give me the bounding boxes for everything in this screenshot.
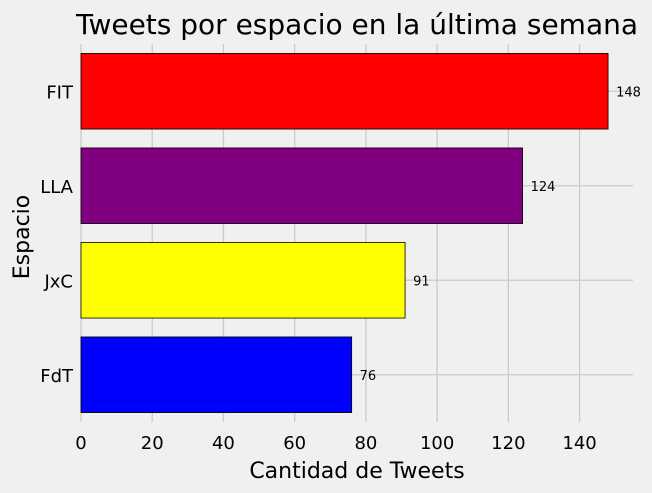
- data-label-fit: 148: [616, 85, 641, 100]
- x-tick-label: 40: [212, 433, 235, 454]
- bars: [80, 53, 609, 413]
- x-tick-label: 120: [491, 433, 525, 454]
- bar-fdt: [80, 336, 353, 413]
- data-label-jxc: 91: [413, 274, 430, 289]
- chart-title: Tweets por espacio en la última semana: [75, 8, 638, 41]
- x-tick-label: 80: [354, 433, 377, 454]
- y-tick-label-fdt: FdT: [40, 366, 74, 387]
- x-tick-label: 140: [562, 433, 596, 454]
- x-tick-label: 0: [75, 433, 86, 454]
- y-tick-label-lla: LLA: [40, 177, 73, 198]
- bar-jxc: [80, 242, 406, 319]
- data-labels: 76 91 124 148: [360, 85, 641, 384]
- x-tick-labels: 0 20 40 60 80 100 120 140: [75, 433, 596, 454]
- y-tick-label-jxc: JxC: [43, 271, 73, 292]
- bar-lla: [80, 147, 524, 224]
- bar-fit: [80, 53, 609, 130]
- y-tick-label-fit: FIT: [46, 82, 74, 103]
- data-label-lla: 124: [531, 180, 556, 195]
- y-axis-label: Espacio: [10, 195, 35, 279]
- x-tick-label: 60: [283, 433, 306, 454]
- x-tick-label: 20: [141, 433, 164, 454]
- x-tick-label: 100: [420, 433, 454, 454]
- y-tick-labels: FdT JxC LLA FIT: [40, 82, 74, 387]
- data-label-fdt: 76: [360, 369, 377, 384]
- x-axis-label: Cantidad de Tweets: [249, 459, 464, 484]
